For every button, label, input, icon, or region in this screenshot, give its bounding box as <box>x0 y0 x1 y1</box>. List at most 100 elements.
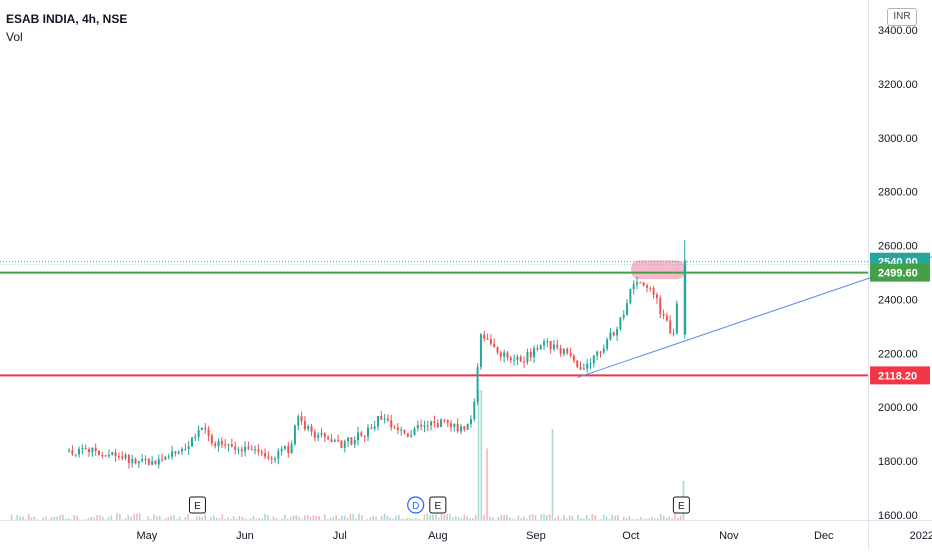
candle-body[interactable] <box>125 455 127 458</box>
candle-body[interactable] <box>473 402 475 419</box>
candle-body[interactable] <box>168 457 170 458</box>
candle-body[interactable] <box>257 449 259 451</box>
candle-body[interactable] <box>184 449 186 450</box>
candle-body[interactable] <box>108 455 110 456</box>
candle-body[interactable] <box>506 352 508 357</box>
candle-body[interactable] <box>590 363 592 364</box>
candle-body[interactable] <box>194 437 196 438</box>
candle-body[interactable] <box>453 424 455 427</box>
candle-body[interactable] <box>666 316 668 320</box>
candle-body[interactable] <box>673 333 675 334</box>
candle-body[interactable] <box>91 448 93 452</box>
candle-body[interactable] <box>211 436 213 444</box>
candle-body[interactable] <box>158 459 160 464</box>
candle-body[interactable] <box>480 334 482 367</box>
candle-body[interactable] <box>663 314 665 316</box>
candle-body[interactable] <box>148 459 150 465</box>
candle-body[interactable] <box>334 440 336 442</box>
candle-body[interactable] <box>138 461 140 463</box>
candle-body[interactable] <box>669 320 671 333</box>
candle-body[interactable] <box>656 295 658 298</box>
candle-body[interactable] <box>586 364 588 369</box>
candle-body[interactable] <box>573 356 575 361</box>
candle-body[interactable] <box>420 425 422 427</box>
candle-body[interactable] <box>221 441 223 445</box>
candle-body[interactable] <box>430 421 432 425</box>
candle-body[interactable] <box>493 344 495 347</box>
candle-body[interactable] <box>281 449 283 451</box>
candle-body[interactable] <box>121 456 123 458</box>
candle-body[interactable] <box>407 433 409 436</box>
candle-body[interactable] <box>307 426 309 429</box>
candle-body[interactable] <box>151 461 153 465</box>
candle-body[interactable] <box>241 449 243 451</box>
candle-body[interactable] <box>500 353 502 357</box>
candle-body[interactable] <box>98 451 100 455</box>
candle-body[interactable] <box>201 428 203 430</box>
candle-body[interactable] <box>437 423 439 427</box>
candle-body[interactable] <box>71 450 73 454</box>
candle-body[interactable] <box>171 451 173 456</box>
candle-body[interactable] <box>639 282 641 283</box>
candle-body[interactable] <box>228 444 230 445</box>
candle-body[interactable] <box>354 440 356 444</box>
candle-body[interactable] <box>317 435 319 438</box>
candle-body[interactable] <box>357 432 359 440</box>
candle-body[interactable] <box>404 430 406 434</box>
candle-body[interactable] <box>340 440 342 447</box>
candle-body[interactable] <box>487 339 489 340</box>
candle-body[interactable] <box>111 452 113 455</box>
candle-body[interactable] <box>626 303 628 315</box>
candle-body[interactable] <box>410 435 412 436</box>
candle-body[interactable] <box>311 426 313 432</box>
candle-body[interactable] <box>433 421 435 423</box>
candle-body[interactable] <box>413 428 415 435</box>
candle-body[interactable] <box>457 424 459 432</box>
candle-body[interactable] <box>374 426 376 428</box>
candle-body[interactable] <box>553 345 555 349</box>
candle-body[interactable] <box>583 369 585 370</box>
candle-body[interactable] <box>516 357 518 360</box>
candle-body[interactable] <box>510 358 512 361</box>
candle-body[interactable] <box>95 448 97 451</box>
candle-body[interactable] <box>460 426 462 431</box>
candle-body[interactable] <box>181 449 183 452</box>
candle-body[interactable] <box>377 416 379 426</box>
candle-body[interactable] <box>204 428 206 429</box>
candle-body[interactable] <box>321 433 323 435</box>
candle-body[interactable] <box>440 420 442 427</box>
candle-body[interactable] <box>141 459 143 461</box>
candle-body[interactable] <box>633 284 635 289</box>
candle-body[interactable] <box>161 459 163 460</box>
candle-body[interactable] <box>214 443 216 446</box>
candle-body[interactable] <box>101 455 103 456</box>
candle-body[interactable] <box>636 282 638 284</box>
candle-body[interactable] <box>556 345 558 348</box>
candle-body[interactable] <box>520 357 522 362</box>
candle-body[interactable] <box>443 420 445 421</box>
candle-body[interactable] <box>447 420 449 423</box>
candle-body[interactable] <box>643 283 645 286</box>
candle-body[interactable] <box>523 361 525 362</box>
candle-body[interactable] <box>75 454 77 455</box>
candle-body[interactable] <box>234 447 236 450</box>
candle-body[interactable] <box>231 444 233 446</box>
candle-body[interactable] <box>274 459 276 460</box>
candle-body[interactable] <box>540 345 542 349</box>
candle-body[interactable] <box>297 416 299 426</box>
candle-body[interactable] <box>244 447 246 452</box>
candle-body[interactable] <box>301 416 303 421</box>
candle-body[interactable] <box>284 446 286 449</box>
candle-body[interactable] <box>423 425 425 426</box>
candle-body[interactable] <box>174 451 176 453</box>
candle-body[interactable] <box>224 444 226 445</box>
candle-body[interactable] <box>131 459 133 463</box>
candle-body[interactable] <box>384 419 386 420</box>
candle-body[interactable] <box>417 425 419 429</box>
candle-body[interactable] <box>563 349 565 354</box>
candle-body[interactable] <box>619 317 621 328</box>
candle-body[interactable] <box>367 428 369 437</box>
candle-body[interactable] <box>546 341 548 342</box>
candle-body[interactable] <box>513 360 515 361</box>
